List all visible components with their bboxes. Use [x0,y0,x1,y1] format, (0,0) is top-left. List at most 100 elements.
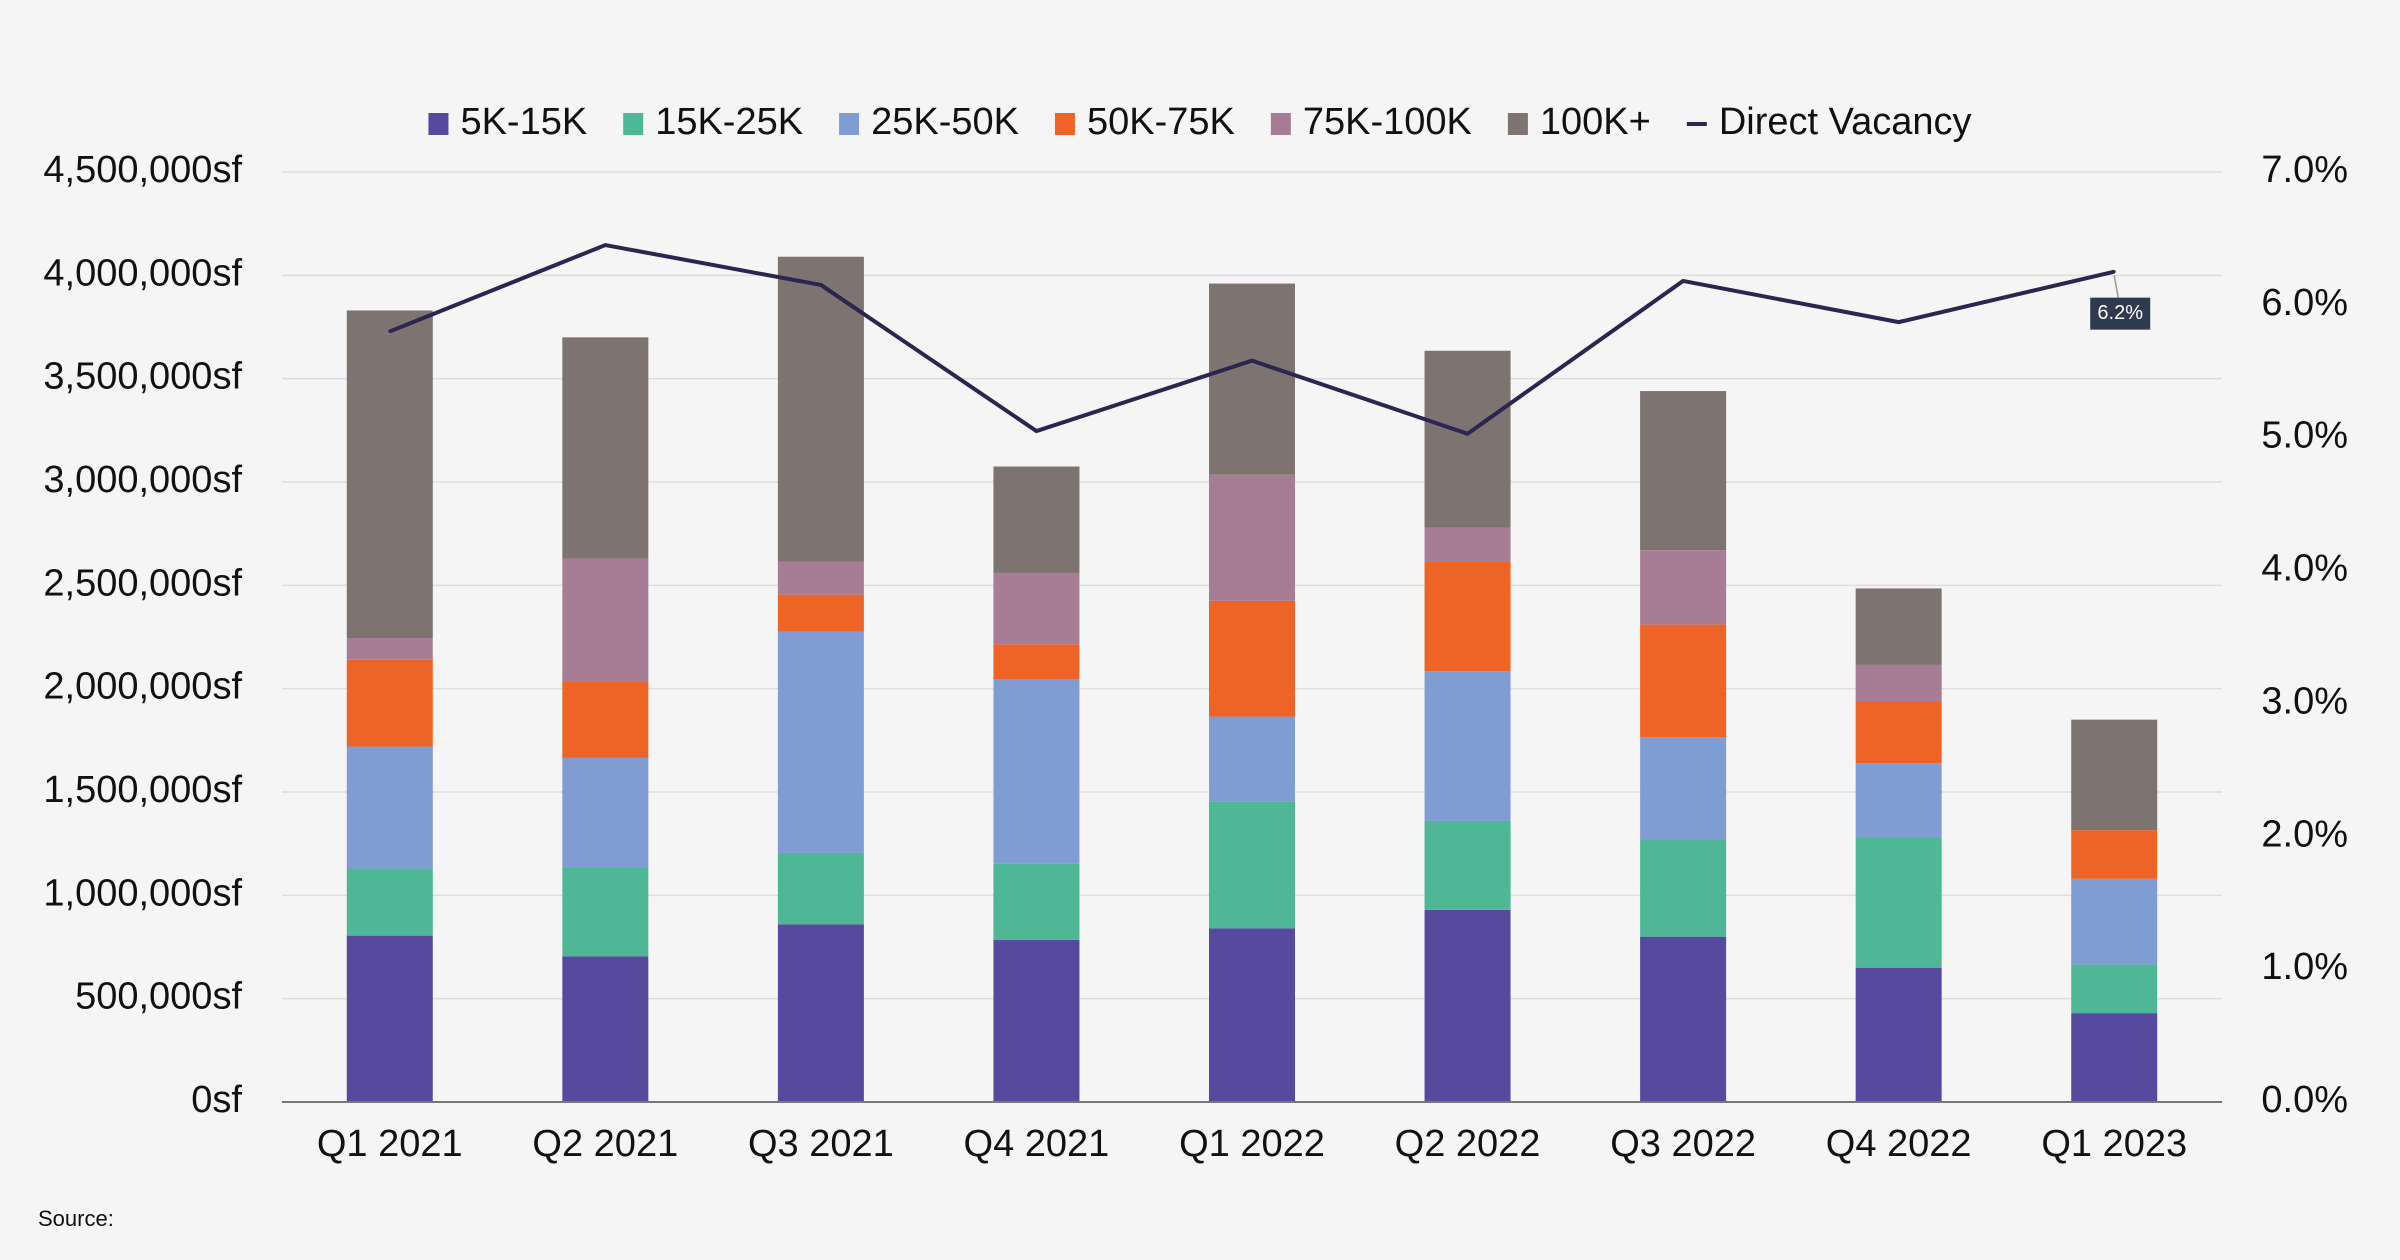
bar-segment-75k-100k [777,561,864,595]
line-point [1034,429,1038,433]
bar-segment-75k-100k [1640,550,1727,625]
legend-label-75k-100k: 75K-100K [1303,101,1472,143]
bar-segment-50k-75k [1640,624,1727,738]
bar-segment-15k-25k [1424,820,1511,910]
data-label: 6.2% [2097,302,2143,324]
bar-segment-15k-25k [2071,964,2158,1014]
bar-segment-75k-100k [1855,664,1942,702]
legend-swatch-50k-75k [1054,113,1075,135]
callout-leader [2113,275,2119,298]
legend-label-15k-25k: 15K-25K [655,101,803,143]
y-right-tick-label: 4.0% [2261,548,2348,590]
x-tick-label: Q1 2023 [2041,1123,2187,1165]
y-left-tick-label: 4,500,000sf [43,149,242,191]
y-right-tick-label: 0.0% [2261,1079,2348,1121]
y-left-tick-label: 2,500,000sf [43,562,242,604]
y-left-tick-label: 0sf [191,1079,242,1121]
legend-item-75k-100k: 75K-100K [1270,101,1472,143]
bar-segment-100k [1855,588,1942,665]
bar-segment-75k-100k [562,558,649,682]
line-point [819,283,823,287]
bar-segment-5k-15k [1209,928,1295,1102]
bar-segment-5k-15k [562,956,649,1102]
line-point [1897,320,1901,324]
source-label: Source: [38,1206,114,1231]
y-left-tick-label: 1,500,000sf [43,769,242,811]
legend-label-25k-50k: 25K-50K [871,101,1019,143]
bar-segment-25k-50k [346,746,433,869]
y-left-tick-label: 4,000,000sf [43,252,242,294]
bar-segment-25k-50k [2071,878,2158,965]
bar-segment-100k [346,310,433,639]
y-right-tick-label: 6.0% [2261,282,2348,324]
x-tick-label: Q3 2021 [748,1123,894,1165]
legend-item-15k-25k: 15K-25K [623,101,803,143]
bar-segment-50k-75k [562,681,649,758]
y-left-tick-label: 3,000,000sf [43,459,242,501]
bar-segment-15k-25k [1209,801,1295,929]
bar-segment-50k-75k [993,644,1080,680]
bar-segment-5k-15k [2071,1013,2158,1102]
bar-segment-75k-100k [1209,474,1295,601]
bar-segment-25k-50k [1209,716,1295,802]
bar-segment-50k-75k [1424,561,1511,672]
bar-segment-5k-15k [1640,936,1727,1102]
bar-segment-50k-75k [1855,701,1942,764]
y-left-tick-label: 2,000,000sf [43,666,242,708]
bar-segment-5k-15k [993,939,1080,1102]
bar-segment-75k-100k [1424,527,1511,562]
y-right-tick-label: 1.0% [2261,946,2348,988]
legend-item-25k-50k: 25K-50K [839,101,1019,143]
x-tick-label: Q4 2022 [1826,1123,1972,1165]
data-label-box [2090,297,2151,330]
x-tick-label: Q1 2021 [317,1123,463,1165]
bar-segment-25k-50k [562,757,649,868]
legend: 5K-15K 15K-25K 25K-50K 50K-75K 75K-100K 100K+… [428,101,1972,143]
x-tick-label: Q2 2021 [532,1123,678,1165]
vacancy-line-layer: 6.2% [388,243,2151,436]
legend-item-direct-vacancy: Direct Vacancy [1686,101,1972,143]
bar-segment-100k [562,337,649,559]
bar-segment-25k-50k [777,631,864,853]
bar-segment-15k-25k [562,867,649,957]
bar-segment-15k-25k [346,868,433,936]
bar-segment-5k-15k [777,924,864,1102]
bar-segment-100k [1424,350,1511,528]
line-point [1681,279,1685,283]
legend-swatch-15k-25k [623,113,644,135]
x-tick-label: Q4 2021 [964,1123,1110,1165]
legend-swatch-75k-100k [1270,113,1291,135]
bar-segment-50k-75k [2071,830,2158,879]
bar-segment-100k [1640,391,1727,551]
y-left-tick-label: 1,000,000sf [43,872,242,914]
legend-item-50k-75k: 50K-75K [1054,101,1235,143]
y-right-tick-label: 2.0% [2261,813,2348,855]
line-point [603,243,607,247]
line-point [1250,359,1254,363]
legend-swatch-25k-50k [839,113,860,135]
bar-segment-15k-25k [1640,839,1727,937]
bar-segment-25k-50k [1424,671,1511,821]
y-left-tick-label: 500,000sf [75,976,242,1018]
line-point [388,329,392,333]
bar-segment-75k-100k [993,572,1080,645]
legend-item-5k-15k: 5K-15K [428,101,587,143]
legend-label-direct-vacancy: Direct Vacancy [1719,101,1972,143]
line-point [1466,432,1470,436]
x-tick-label: Q3 2022 [1610,1123,1756,1165]
axes: 0sf 500,000sf 1,000,000sf 1,500,000sf 2,000,… [43,149,2348,1165]
bar-segment-50k-75k [777,594,864,632]
bar-segment-15k-25k [993,863,1080,940]
legend-label-5k-15k: 5K-15K [460,101,587,143]
bar-segment-100k [993,466,1080,573]
bar-segment-50k-75k [346,659,433,747]
bar-segment-25k-50k [1855,763,1942,838]
bar-segment-5k-15k [1424,909,1511,1102]
y-right-tick-label: 3.0% [2261,680,2348,722]
y-left-tick-label: 3,500,000sf [43,356,242,398]
bar-segment-5k-15k [346,935,433,1102]
legend-label-100k: 100K+ [1540,101,1651,143]
x-tick-label: Q1 2022 [1179,1123,1325,1165]
